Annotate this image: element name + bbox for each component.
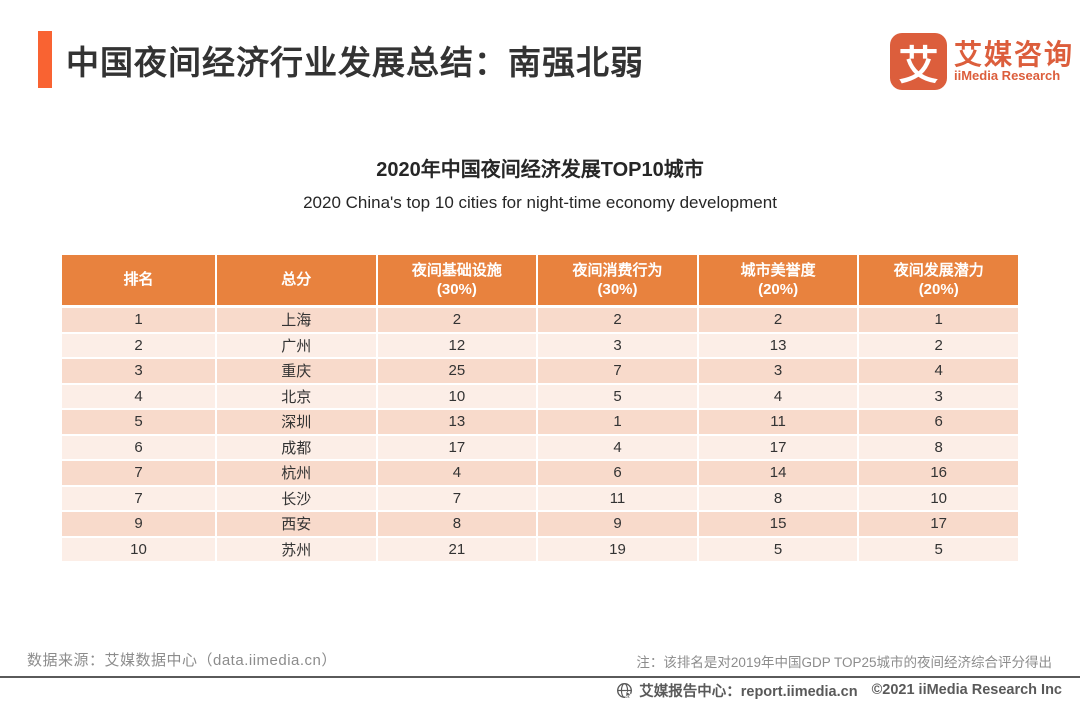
page-title: 中国夜间经济行业发展总结：南强北弱	[66, 44, 644, 81]
table-row: 1 上海 2 2 2 1	[62, 308, 1018, 332]
chart-title-cn: 2020年中国夜间经济发展TOP10城市	[376, 159, 704, 181]
table-row: 5 深圳 13 1 11 6	[62, 410, 1018, 434]
column-header-consumption: 夜间消费行为 (30%)	[538, 255, 697, 305]
chart-title-en: 2020 China's top 10 cities for night-tim…	[303, 193, 777, 212]
footer-divider	[0, 676, 1080, 678]
footer-bar: 艾媒报告中心：report.iimedia.cn ©2021 iiMedia R…	[616, 679, 1062, 701]
globe-icon	[617, 682, 633, 699]
table-row: 4 北京 10 5 4 3	[62, 384, 1018, 408]
ranking-table: 排名 总分 夜间基础设施 (30%) 夜间消费行为 (30%) 城市美誉度 (20%)…	[62, 255, 1018, 563]
iimedia-logo: 艾 艾媒咨询 iiMedia Research	[890, 33, 1074, 90]
table-row: 2 广州 12 3 13 2	[62, 333, 1018, 357]
report-center-link: 艾媒报告中心：report.iimedia.cn	[639, 683, 858, 700]
logo-text: 艾媒咨询 iiMedia Research	[954, 38, 1075, 84]
column-header-reputation: 城市美誉度 (20%)	[698, 255, 858, 305]
column-header-potential: 夜间发展潜力 (20%)	[859, 255, 1018, 305]
column-header-rank: 排名	[62, 255, 215, 305]
table-row: 3 重庆 25 7 3 4	[62, 359, 1018, 383]
data-source-note: 数据来源：艾媒数据中心（data.iimedia.cn）	[27, 652, 337, 669]
column-header-infrastructure: 夜间基础设施 (30%)	[377, 255, 537, 305]
logo-name-en: iiMedia Research	[954, 68, 1061, 84]
iimedia-logo-icon: 艾	[890, 33, 947, 90]
logo-name-cn: 艾媒咨询	[954, 38, 1075, 70]
page-header: 中国夜间经济行业发展总结：南强北弱 艾 艾媒咨询 iiMedia Researc…	[0, 0, 1080, 100]
table-row: 7 长沙 7 11 8 10	[62, 486, 1018, 510]
table-body: 1 上海 2 2 2 1 2 广州 12 3 13 2 3 重庆 25 7 3 4 4 北京 10 5 4 3 5 深圳 1…	[62, 308, 1018, 561]
title-accent-bar	[38, 31, 52, 88]
column-header-score: 总分	[217, 255, 376, 305]
table-row: 7 杭州 4 6 14 16	[62, 461, 1018, 485]
table-row: 10 苏州 21 19 5 5	[62, 537, 1018, 561]
ranking-method-note: 注：该排名是对2019年中国GDP TOP25城市的夜间经济综合评分得出	[636, 655, 1052, 670]
copyright-text: ©2021 iiMedia Research Inc	[871, 682, 1062, 698]
table-row: 9 西安 8 9 15 17	[62, 512, 1018, 536]
table-header-row: 排名 总分 夜间基础设施 (30%) 夜间消费行为 (30%) 城市美誉度 (20%)…	[62, 255, 1018, 305]
table-row: 6 成都 17 4 17 8	[62, 435, 1018, 459]
